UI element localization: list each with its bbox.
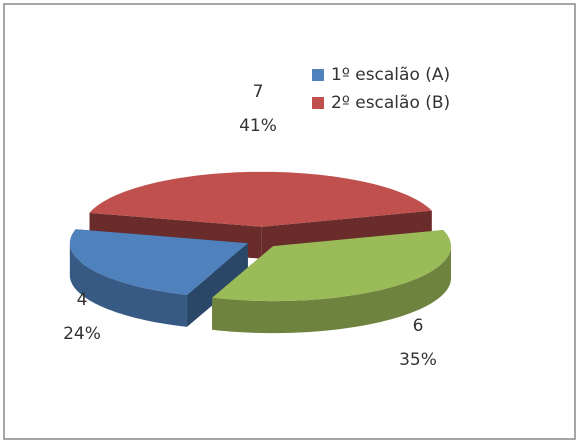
percent-label: 24% bbox=[63, 324, 101, 344]
pie-slice bbox=[69, 229, 248, 327]
data-label: 6 bbox=[413, 316, 424, 336]
slice-top bbox=[212, 229, 452, 302]
legend-swatch bbox=[312, 97, 324, 109]
data-label: 7 bbox=[253, 82, 264, 102]
slice-top bbox=[89, 171, 432, 227]
pie-slice bbox=[212, 229, 452, 334]
slice-wall bbox=[212, 246, 452, 334]
legend-label: 1º escalão (A) bbox=[331, 65, 450, 85]
percent-label: 35% bbox=[399, 350, 437, 370]
slice-top bbox=[69, 229, 248, 295]
legend-label: 2º escalão (B) bbox=[331, 93, 450, 113]
percent-label: 41% bbox=[239, 116, 277, 136]
data-label: 4 bbox=[77, 290, 88, 310]
legend-swatch bbox=[312, 69, 324, 81]
slice-wall bbox=[69, 242, 187, 327]
